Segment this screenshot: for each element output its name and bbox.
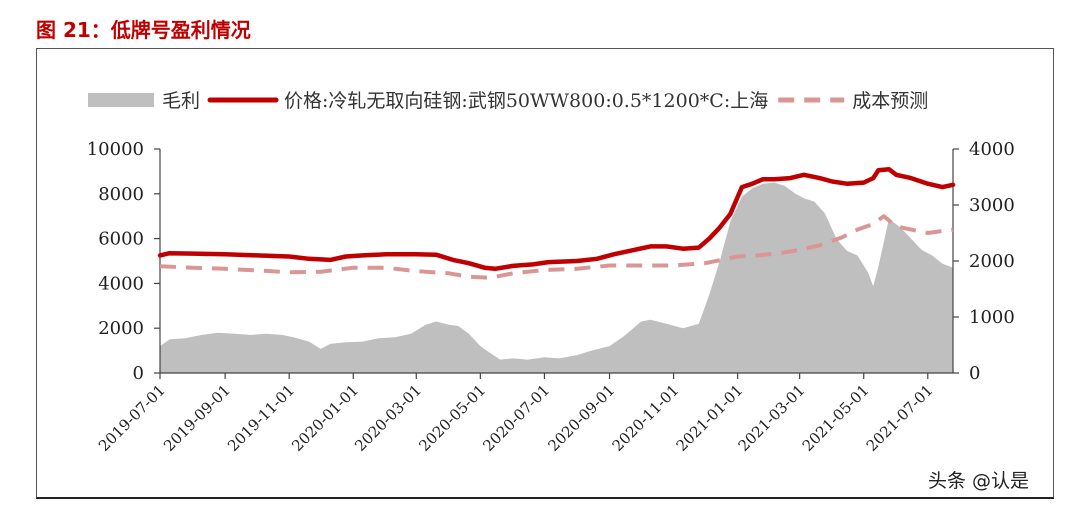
y-left-tick-label: 2000 <box>98 318 144 339</box>
figure-title: 图 21：低牌号盈利情况 <box>36 18 251 42</box>
legend-label: 价格:冷轧无取向硅钢:武钢50WW800:0.5*1200*C:上海 <box>284 90 768 112</box>
x-tick-label: 2020-01-01 <box>288 381 362 455</box>
legend-label: 成本预测 <box>852 90 928 112</box>
x-tick-label: 2019-09-01 <box>160 381 234 455</box>
y-left-tick-label: 4000 <box>98 273 144 294</box>
y-right-tick-label: 2000 <box>969 251 1015 272</box>
x-tick-label: 2020-03-01 <box>351 381 425 455</box>
y-right-tick-label: 4000 <box>969 139 1015 160</box>
y-left-tick-label: 0 <box>133 363 144 384</box>
legend-swatch-area <box>88 93 154 107</box>
lines-layer <box>157 166 956 280</box>
legend-label: 毛利 <box>162 90 200 112</box>
x-tick-label: 2021-03-01 <box>735 381 809 455</box>
x-tick-label: 2020-07-01 <box>479 381 553 455</box>
y-left-tick-label: 8000 <box>98 184 144 205</box>
x-tick-label: 2021-07-01 <box>863 381 937 455</box>
legend: 毛利 价格:冷轧无取向硅钢:武钢50WW800:0.5*1200*C:上海 成本预测 <box>88 90 928 112</box>
x-tick-label: 2019-07-01 <box>95 381 169 455</box>
series-area-gross-profit <box>160 182 953 373</box>
y-right-tick-label: 3000 <box>969 195 1015 216</box>
watermark-text: 头条 @认是 <box>928 470 1030 492</box>
y-right-tick-label: 1000 <box>969 307 1015 328</box>
series-line-price <box>157 166 956 272</box>
x-tick-label: 2020-11-01 <box>609 381 683 455</box>
y-left-tick-label: 6000 <box>98 229 144 250</box>
y-left-tick-label: 10000 <box>87 139 144 160</box>
x-tick-label: 2021-05-01 <box>799 381 873 455</box>
chart-frame <box>36 48 1054 499</box>
x-tick-label: 2019-11-01 <box>224 381 298 455</box>
x-tick-label: 2020-09-01 <box>544 381 618 455</box>
y-right-tick-label: 0 <box>969 363 980 384</box>
area-layer <box>160 182 953 373</box>
x-tick-label: 2020-05-01 <box>415 381 489 455</box>
series-line-cost-forecast <box>159 214 954 280</box>
